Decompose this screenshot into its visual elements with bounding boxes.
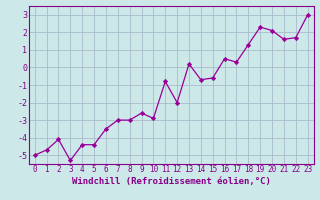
X-axis label: Windchill (Refroidissement éolien,°C): Windchill (Refroidissement éolien,°C)	[72, 177, 271, 186]
